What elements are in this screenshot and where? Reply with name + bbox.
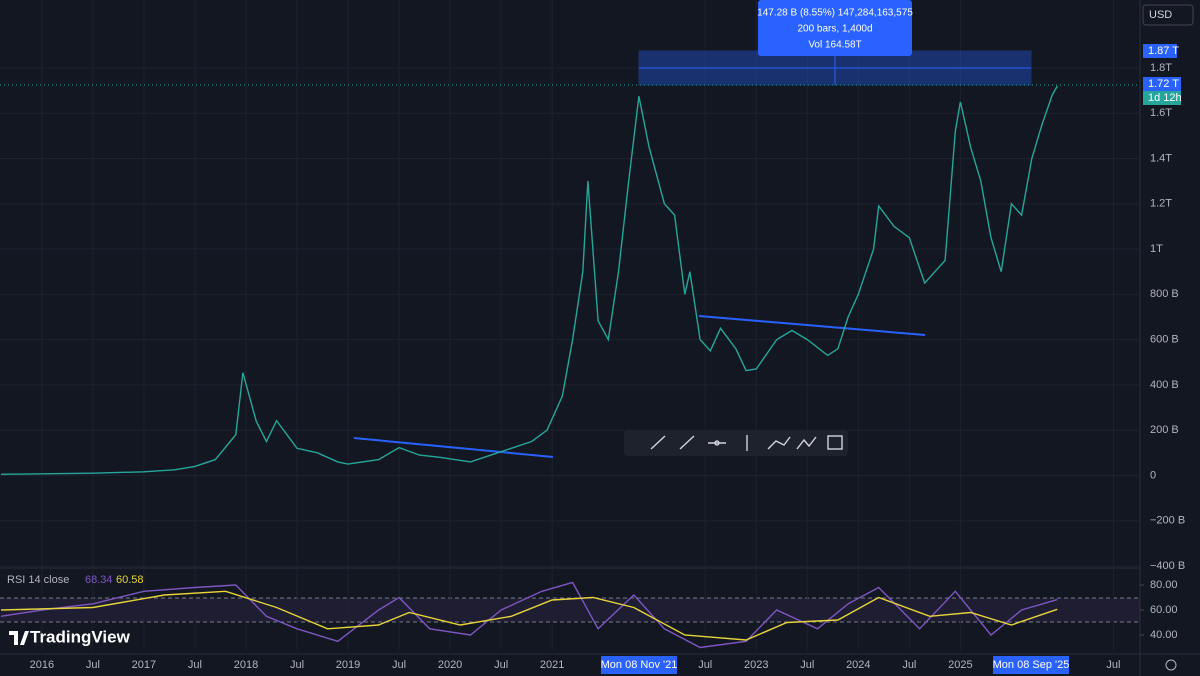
rsi-value: 68.34 <box>85 574 113 586</box>
measure-tooltip <box>758 0 912 56</box>
logo: TradingView <box>30 627 131 646</box>
countdown: 1d 12h <box>1148 92 1182 104</box>
y-tick-label: 200 B <box>1150 424 1179 436</box>
y-tick-label: 60.00 <box>1150 604 1178 616</box>
time-marker-text: Mon 08 Sep '25 <box>993 659 1070 671</box>
price-tag-text: 1.87 T <box>1148 45 1179 57</box>
price-tag-text: 1.72 T <box>1148 78 1179 90</box>
x-tick-label: 2025 <box>948 659 972 671</box>
x-tick-label: 2017 <box>132 659 156 671</box>
y-tick-label: 1T <box>1150 243 1163 255</box>
price-tag <box>1143 44 1177 58</box>
y-tick-label: 0 <box>1150 469 1156 481</box>
rsi-ma-value: 60.58 <box>116 574 144 586</box>
y-tick-label: 600 B <box>1150 334 1179 346</box>
currency-dropdown[interactable] <box>1142 4 1194 26</box>
price-line <box>0 85 1058 475</box>
x-tick-label: 2024 <box>846 659 870 671</box>
x-tick-label: 2021 <box>540 659 564 671</box>
x-tick-label: Jul <box>392 659 406 671</box>
settings-button[interactable] <box>1165 659 1177 671</box>
price-tag <box>1143 77 1181 91</box>
y-tick-label: 1.8T <box>1150 62 1172 74</box>
y-tick-label: 800 B <box>1150 288 1179 300</box>
x-tick-label: Jul <box>800 659 814 671</box>
drawing-toolbar <box>624 430 848 456</box>
y-tick-label: 1.6T <box>1150 107 1172 119</box>
y-tick-label: 80.00 <box>1150 579 1178 591</box>
x-tick-label: Jul <box>902 659 916 671</box>
tooltip-text: 200 bars, 1,400d <box>797 24 872 35</box>
trend-line[interactable] <box>353 437 554 458</box>
countdown-tag <box>1143 91 1181 105</box>
x-tick-label: Jul <box>290 659 304 671</box>
x-tick-label: 2018 <box>234 659 258 671</box>
x-tick-label: 2020 <box>438 659 462 671</box>
y-tick-label: −400 B <box>1150 560 1185 572</box>
rsi-line <box>0 590 1058 641</box>
x-tick-label: Jul <box>86 659 100 671</box>
x-tick-label: 2016 <box>30 659 54 671</box>
rsi-band <box>0 598 1140 622</box>
time-marker <box>993 656 1069 674</box>
rsi-title: RSI 14 close <box>7 574 69 586</box>
logo-icon <box>9 631 29 645</box>
y-tick-label: 400 B <box>1150 379 1179 391</box>
x-tick-label: 2019 <box>336 659 360 671</box>
x-tick-label: Jul <box>698 659 712 671</box>
currency: USD <box>1149 9 1172 21</box>
tooltip-text: 147.28 B (8.55%) 147,284,163,575 <box>757 8 913 19</box>
y-tick-label: 40.00 <box>1150 629 1178 641</box>
time-marker-text: Mon 08 Nov '21 <box>601 659 678 671</box>
x-tick-label: Jul <box>1106 659 1120 671</box>
x-tick-label: Jul <box>494 659 508 671</box>
y-tick-label: 1.4T <box>1150 152 1172 164</box>
time-marker <box>601 656 677 674</box>
x-tick-label: Jul <box>188 659 202 671</box>
tooltip-text: Vol 164.58T <box>808 40 861 51</box>
y-tick-label: 1.2T <box>1150 198 1172 210</box>
rsi-line <box>0 581 1058 649</box>
y-tick-label: −200 B <box>1150 515 1185 527</box>
toolbar-icons[interactable] <box>650 435 843 451</box>
x-tick-label: 2023 <box>744 659 768 671</box>
trend-line[interactable] <box>698 315 926 336</box>
